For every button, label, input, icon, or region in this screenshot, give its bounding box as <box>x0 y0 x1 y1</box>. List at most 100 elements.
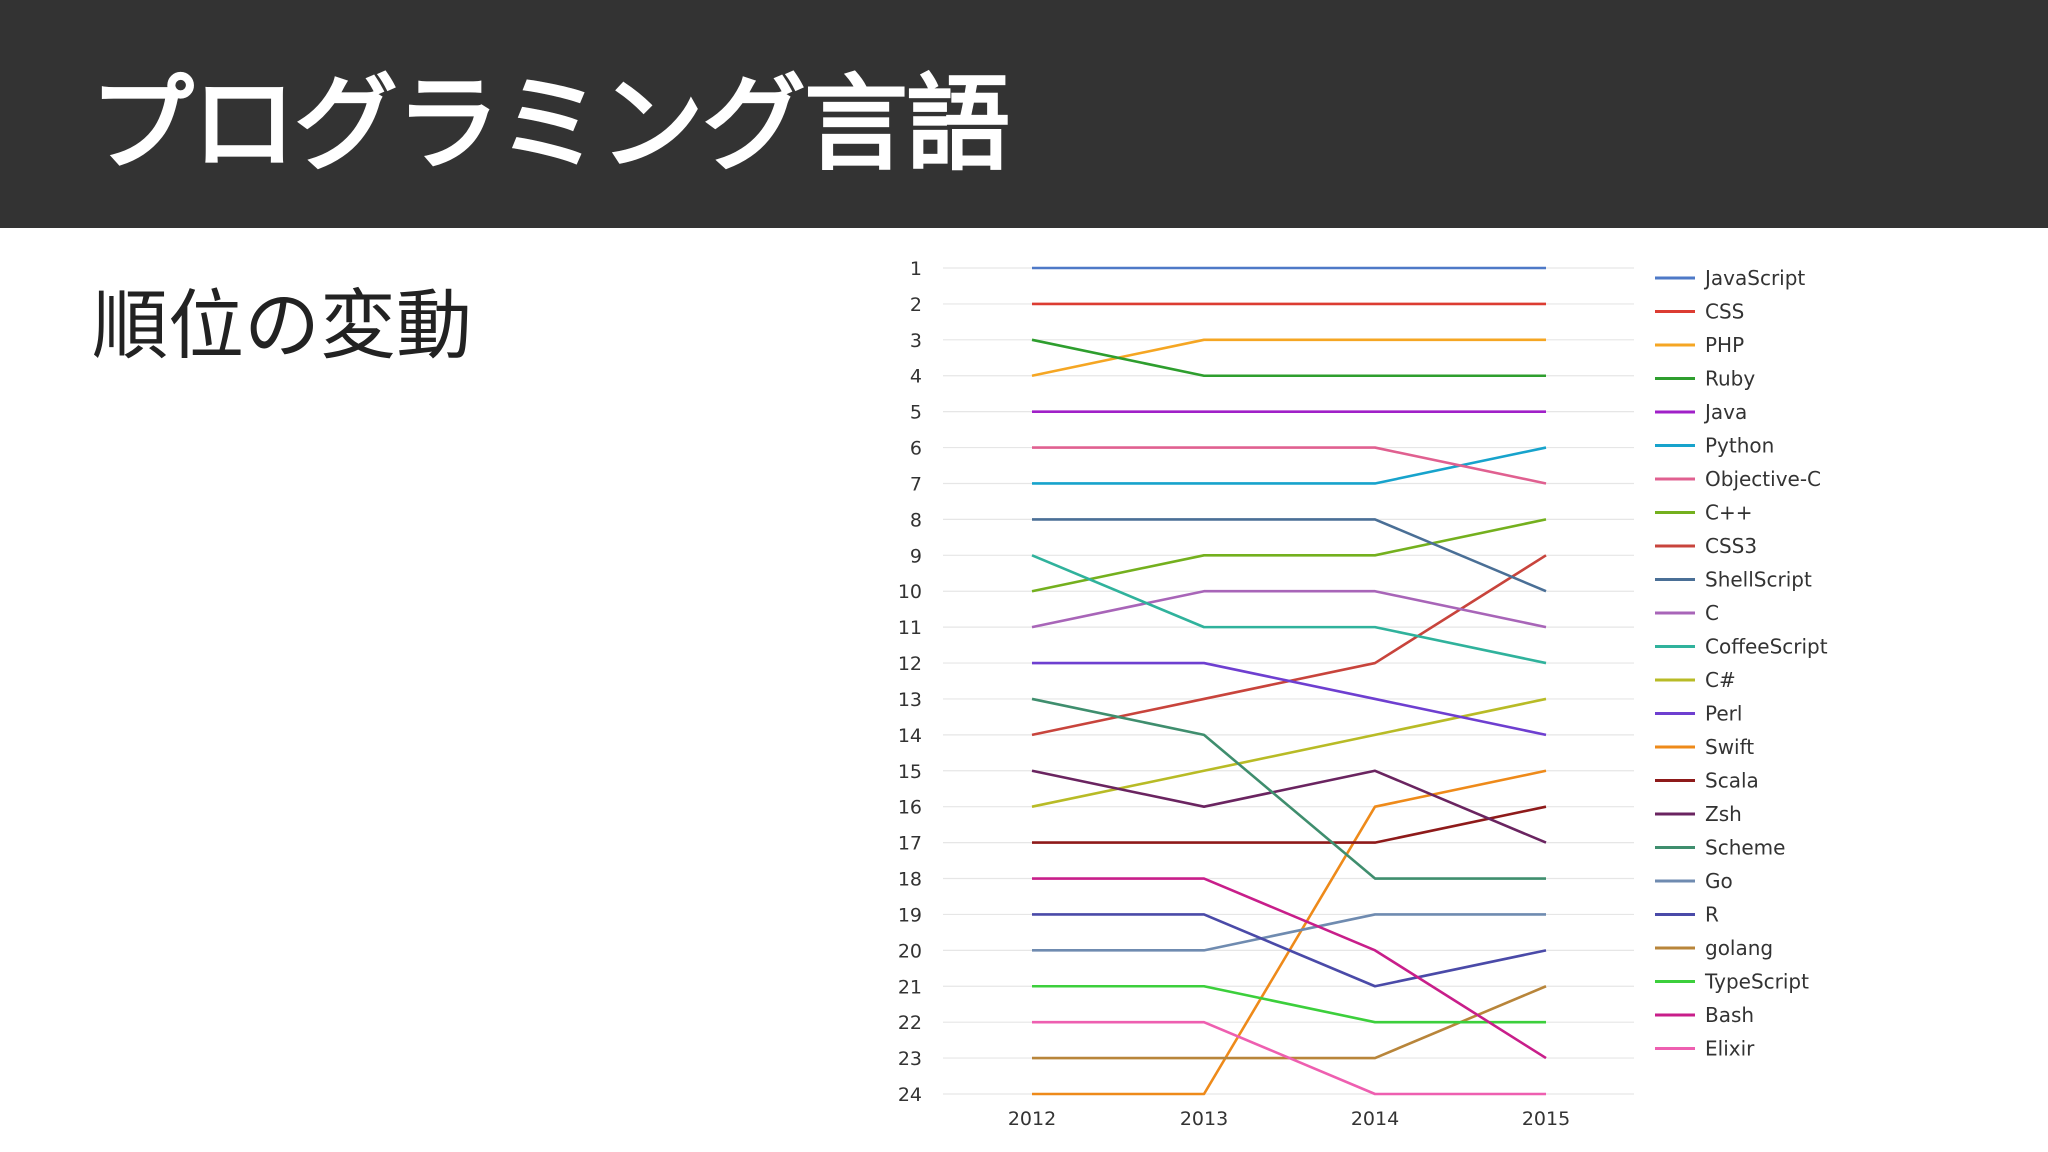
legend-label: Elixir <box>1705 1037 1755 1061</box>
y-tick-label: 5 <box>910 402 922 424</box>
legend-item: Python <box>1655 434 1774 458</box>
legend-label: Swift <box>1705 735 1754 759</box>
y-tick-label: 16 <box>898 797 922 819</box>
y-tick-label: 1 <box>910 258 922 280</box>
y-tick-label: 22 <box>898 1012 922 1034</box>
y-tick-label: 14 <box>898 725 922 747</box>
series-line-r <box>1032 913 1547 988</box>
y-tick-label: 8 <box>910 509 922 531</box>
y-tick-label: 9 <box>910 545 922 567</box>
legend-item: ShellScript <box>1655 568 1812 592</box>
legend-label: Scheme <box>1705 836 1785 860</box>
y-tick-label: 19 <box>898 904 922 926</box>
y-tick-label: 21 <box>898 976 922 998</box>
y-tick-label: 15 <box>898 761 922 783</box>
series-line-objective-c <box>1032 446 1547 485</box>
legend-label: CSS3 <box>1705 534 1757 558</box>
legend-item: Elixir <box>1655 1037 1755 1061</box>
legend-label: Bash <box>1705 1003 1754 1027</box>
legend-label: JavaScript <box>1703 266 1805 290</box>
legend-item: Swift <box>1655 735 1754 759</box>
legend-item: C# <box>1655 668 1736 692</box>
legend-label: Ruby <box>1705 367 1755 391</box>
page-title: プログラミング言語 <box>90 63 1010 185</box>
series-line-shellscript <box>1032 518 1547 593</box>
legend-item: CSS <box>1655 300 1744 324</box>
series-line-bash <box>1032 877 1547 1060</box>
legend-item: Bash <box>1655 1003 1754 1027</box>
y-tick-label: 12 <box>898 653 922 675</box>
legend-label: R <box>1705 903 1719 927</box>
legend-item: Java <box>1655 400 1747 424</box>
legend-label: ShellScript <box>1705 568 1812 592</box>
legend-item: JavaScript <box>1655 266 1805 290</box>
legend-label: golang <box>1705 936 1773 960</box>
x-axis-ticks: 2012 2013 2014 2015 <box>1008 1108 1570 1130</box>
series-line-python <box>1032 446 1547 485</box>
legend-item: Scheme <box>1655 836 1785 860</box>
series-line-c- <box>1031 518 1547 593</box>
legend-item: Objective-C <box>1655 467 1821 491</box>
series-line-scheme <box>1031 697 1546 880</box>
y-tick-label: 11 <box>898 617 922 639</box>
y-tick-label: 23 <box>898 1048 922 1070</box>
legend-label: Go <box>1705 869 1733 893</box>
legend-item: TypeScript <box>1655 970 1809 994</box>
y-tick-label: 4 <box>910 366 922 388</box>
series-line-typescript <box>1032 984 1546 1024</box>
legend-label: Perl <box>1705 702 1742 726</box>
series-line-zsh <box>1031 769 1547 844</box>
y-tick-label: 20 <box>898 940 922 962</box>
legend-item: Perl <box>1655 702 1742 726</box>
legend-item: golang <box>1655 936 1773 960</box>
legend-label: Java <box>1703 400 1747 424</box>
y-tick-label: 10 <box>898 581 922 603</box>
series-line-css3 <box>1031 554 1547 737</box>
legend-item: Go <box>1655 869 1733 893</box>
legend-label: C <box>1705 601 1719 625</box>
page-subtitle: 順位の変動 <box>92 281 472 370</box>
y-tick-label: 17 <box>898 833 922 855</box>
rank-line-chart: 123456789101112131415161718192021222324 … <box>898 258 1828 1130</box>
legend-label: Zsh <box>1705 802 1742 826</box>
x-tick-label: 2014 <box>1351 1108 1399 1130</box>
legend-item: R <box>1655 903 1719 927</box>
legend-label: TypeScript <box>1704 970 1809 994</box>
legend-label: Scala <box>1705 769 1759 793</box>
series-line-coffeescript <box>1031 554 1547 665</box>
y-tick-label: 6 <box>910 438 922 460</box>
series-line-scala <box>1032 805 1547 844</box>
y-tick-label: 2 <box>910 294 922 316</box>
chart-series-lines <box>1031 266 1547 1096</box>
series-line-perl <box>1032 661 1547 737</box>
legend-item: Ruby <box>1655 367 1755 391</box>
y-tick-label: 24 <box>898 1084 922 1106</box>
legend-item: C++ <box>1655 501 1752 525</box>
x-tick-label: 2013 <box>1180 1108 1228 1130</box>
legend-item: PHP <box>1655 333 1744 357</box>
legend-label: Objective-C <box>1705 467 1821 491</box>
legend-label: CoffeeScript <box>1705 635 1828 659</box>
legend-item: Scala <box>1655 769 1759 793</box>
y-tick-label: 7 <box>910 473 922 495</box>
legend-item: CoffeeScript <box>1655 635 1828 659</box>
x-tick-label: 2015 <box>1522 1108 1570 1130</box>
legend-label: Python <box>1705 434 1774 458</box>
legend-label: CSS <box>1705 300 1744 324</box>
series-line-php <box>1031 338 1546 378</box>
y-tick-label: 3 <box>910 330 922 352</box>
chart-legend: JavaScript CSS PHP Ruby Java Python Objective-… <box>1655 266 1828 1061</box>
x-tick-label: 2012 <box>1008 1108 1056 1130</box>
y-tick-label: 18 <box>898 869 922 891</box>
y-tick-label: 13 <box>898 689 922 711</box>
header-bar: プログラミング言語 <box>0 0 2048 228</box>
legend-label: C# <box>1705 668 1736 692</box>
legend-label: PHP <box>1705 333 1744 357</box>
series-line-c <box>1031 589 1547 629</box>
series-line-ruby <box>1031 338 1546 378</box>
legend-item: CSS3 <box>1655 534 1757 558</box>
series-line-elixir <box>1032 1020 1546 1096</box>
legend-label: C++ <box>1705 501 1752 525</box>
series-line-go <box>1032 913 1546 952</box>
